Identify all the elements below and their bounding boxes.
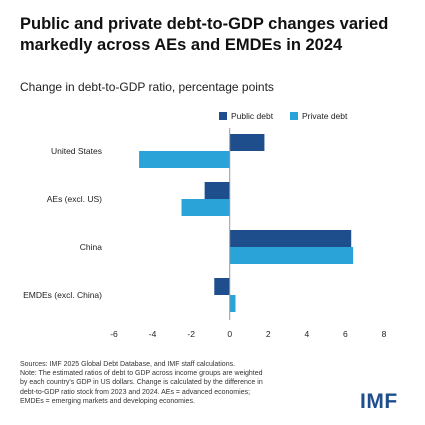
legend-item-private: Private debt bbox=[290, 111, 347, 121]
x-tick-label: 6 bbox=[343, 329, 348, 339]
legend-label-public: Public debt bbox=[231, 111, 274, 121]
note-line: EMDEs = emerging markets and developing … bbox=[20, 397, 195, 405]
x-tick-label: 2 bbox=[266, 329, 271, 339]
chart-title: Public and private debt-to-GDP changes v… bbox=[20, 15, 389, 54]
bar-private bbox=[181, 199, 230, 216]
category-label: China bbox=[80, 242, 102, 252]
note-line: debt-to-GDP ratio stock from 2023 and 20… bbox=[20, 388, 251, 396]
x-tick-label: 4 bbox=[304, 329, 309, 339]
source-note: Sources: IMF 2025 Global Debt Database, … bbox=[20, 360, 350, 406]
bar-public bbox=[204, 182, 230, 199]
legend-swatch-public bbox=[219, 112, 227, 120]
x-tick-label: -4 bbox=[149, 329, 157, 339]
bar-public bbox=[229, 134, 265, 151]
x-tick-label: 0 bbox=[227, 329, 232, 339]
category-label: AEs (excl. US) bbox=[47, 194, 102, 204]
bar-private bbox=[229, 295, 236, 312]
legend-label-private: Private debt bbox=[302, 111, 348, 121]
x-tick-label: -2 bbox=[187, 329, 195, 339]
note-line: by each country's GDP in US dollars. Cha… bbox=[20, 379, 263, 387]
imf-logo: IMF bbox=[360, 390, 398, 413]
bar-private bbox=[139, 151, 230, 168]
bar-public bbox=[214, 278, 230, 295]
category-label: United States bbox=[51, 146, 102, 156]
chart-subtitle: Change in debt-to-GDP ratio, percentage … bbox=[20, 80, 274, 94]
category-label: EMDEs (excl. China) bbox=[23, 290, 102, 300]
legend-swatch-private bbox=[290, 112, 298, 120]
x-tick-label: 8 bbox=[382, 329, 387, 339]
note-line: Sources: IMF 2025 Global Debt Database, … bbox=[20, 361, 236, 368]
bar-private bbox=[229, 247, 354, 264]
bar-chart: United States AEs (excl. US) China EMDEs (e… bbox=[23, 128, 387, 339]
note-line: Note: The estimated ratios of debt to GD… bbox=[20, 370, 263, 378]
bar-public bbox=[229, 230, 352, 247]
legend: Public debt Private debt bbox=[0, 111, 425, 125]
x-tick-label: -6 bbox=[110, 329, 118, 339]
legend-item-public: Public debt bbox=[219, 111, 273, 121]
